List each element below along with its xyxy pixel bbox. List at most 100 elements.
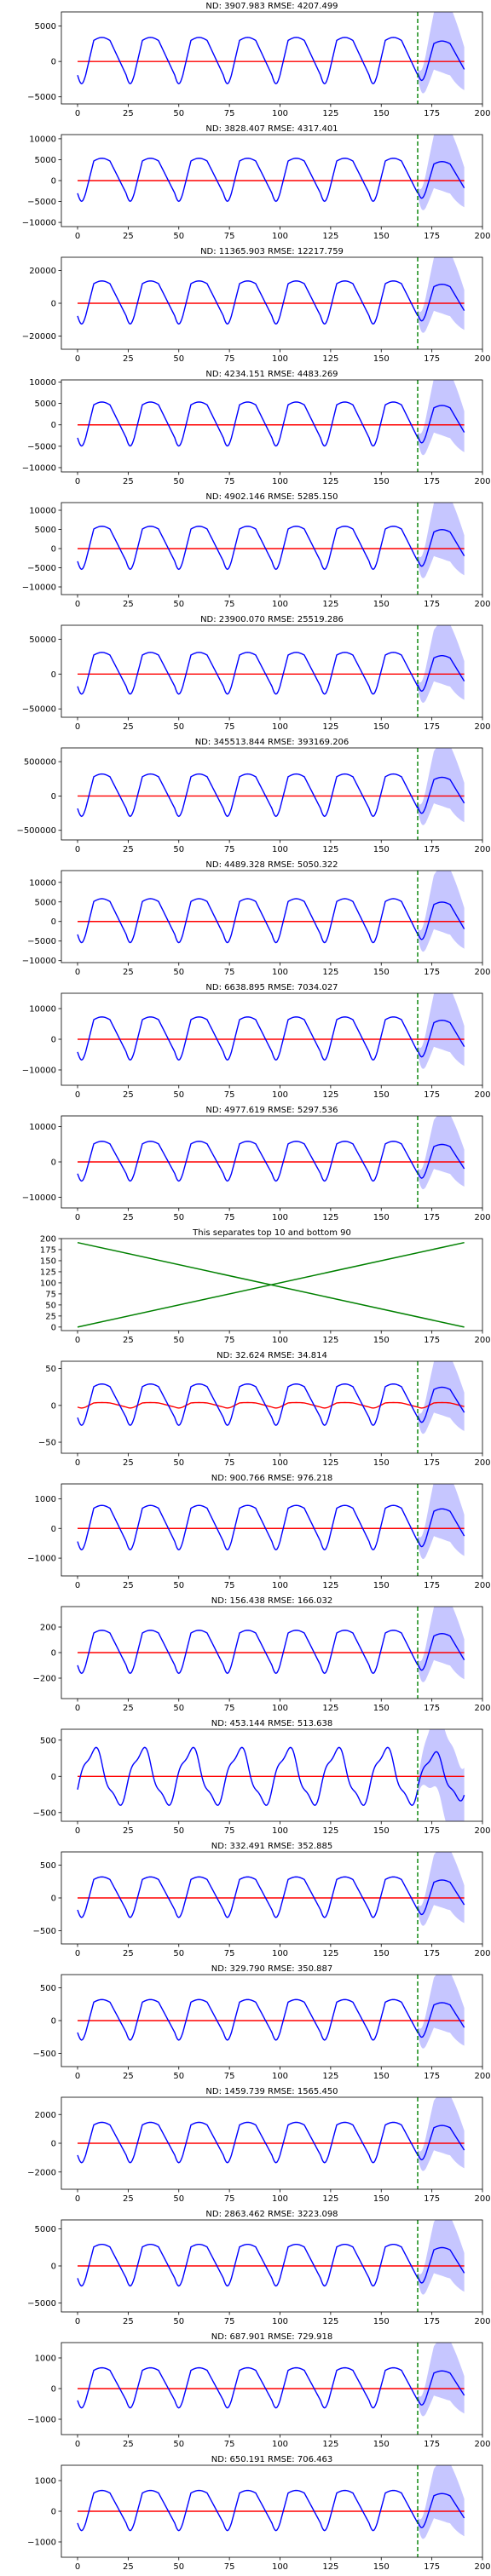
chart-panel-7: ND: 345513.844 RMSE: 393169.206 0 25 50 75 10… bbox=[16, 738, 490, 854]
x-tick-label: 100 bbox=[272, 2440, 288, 2449]
x-tick-label: 150 bbox=[373, 845, 390, 854]
x-tick-label: 150 bbox=[373, 968, 390, 977]
x-tick-label: 75 bbox=[224, 722, 235, 732]
x-tick-label: 0 bbox=[75, 1458, 80, 1468]
chart-title: This separates top 10 and bottom 90 bbox=[192, 1228, 351, 1238]
panel-stack: ND: 3907.983 RMSE: 4207.499 0 25 50 75 100 125… bbox=[16, 2, 490, 2572]
prediction-interval bbox=[418, 1852, 465, 1926]
x-tick-label: 75 bbox=[224, 2072, 235, 2081]
axes-frame bbox=[61, 379, 483, 473]
x-tick-label: 175 bbox=[424, 1581, 440, 1590]
x-tick-label: 175 bbox=[424, 600, 440, 609]
x-tick-label: 200 bbox=[474, 968, 490, 977]
x-tick-label: 50 bbox=[173, 2562, 184, 2572]
y-tick-label: −1000 bbox=[27, 2416, 56, 2425]
plot-area bbox=[77, 1729, 465, 1821]
forecast-line bbox=[417, 161, 465, 199]
x-tick-label: 175 bbox=[424, 722, 440, 732]
x-tick-label: 150 bbox=[373, 2440, 390, 2449]
x-tick-label: 75 bbox=[224, 109, 235, 118]
x-tick-label: 125 bbox=[322, 477, 338, 486]
x-tick-label: 200 bbox=[474, 2562, 490, 2572]
x-tick-label: 50 bbox=[173, 1336, 184, 1345]
x-tick-label: 200 bbox=[474, 2317, 490, 2326]
x-tick-label: 175 bbox=[424, 1336, 440, 1345]
x-tick-label: 200 bbox=[474, 1090, 490, 1100]
x-tick-label: 125 bbox=[322, 1949, 338, 1958]
plot-area bbox=[77, 1361, 465, 1453]
y-tick-label: 500 bbox=[40, 1861, 56, 1871]
y-tick-label: 200 bbox=[40, 1235, 56, 1245]
chart-panel-16: ND: 332.491 RMSE: 352.885 0 25 50 75 100 125 15… bbox=[33, 1842, 491, 1958]
x-tick-label: 200 bbox=[474, 2194, 490, 2204]
x-tick-label: 50 bbox=[173, 2194, 184, 2204]
history-line bbox=[77, 158, 419, 203]
prediction-interval bbox=[418, 2343, 465, 2417]
x-tick-label: 125 bbox=[322, 2072, 338, 2081]
x-tick-label: 100 bbox=[272, 477, 288, 486]
x-tick-label: 100 bbox=[272, 845, 288, 854]
x-tick-label: 100 bbox=[272, 1704, 288, 1713]
plot-area bbox=[77, 257, 465, 349]
x-tick-label: 150 bbox=[373, 109, 390, 118]
chart-panel-21: ND: 650.191 RMSE: 706.463 0 25 50 75 100 125 15… bbox=[27, 2455, 490, 2572]
y-tick-label: 200 bbox=[40, 1624, 56, 1633]
y-tick-label: 75 bbox=[45, 1290, 56, 1299]
chart-panel-9: ND: 6638.895 RMSE: 7034.027 0 25 50 75 100 125… bbox=[22, 983, 491, 1100]
x-tick-label: 0 bbox=[75, 1336, 80, 1345]
x-tick-label: 75 bbox=[224, 1090, 235, 1100]
x-tick-label: 50 bbox=[173, 968, 184, 977]
prediction-interval bbox=[418, 625, 465, 703]
forecast-line bbox=[417, 1508, 465, 1548]
y-tick-label: 0 bbox=[51, 670, 56, 680]
forecast-line bbox=[417, 405, 465, 444]
x-tick-label: 200 bbox=[474, 1336, 490, 1345]
x-tick-label: 125 bbox=[322, 600, 338, 609]
x-tick-label: 150 bbox=[373, 1213, 390, 1222]
x-tick-label: 175 bbox=[424, 2440, 440, 2449]
x-tick-label: 75 bbox=[224, 968, 235, 977]
x-tick-label: 0 bbox=[75, 1826, 80, 1836]
x-tick-label: 25 bbox=[123, 2317, 134, 2326]
x-tick-label: 150 bbox=[373, 1336, 390, 1345]
x-tick-label: 175 bbox=[424, 2317, 440, 2326]
x-tick-label: 150 bbox=[373, 1458, 390, 1468]
x-tick-label: 0 bbox=[75, 2072, 80, 2081]
forecast-line bbox=[417, 2493, 465, 2529]
x-tick-label: 25 bbox=[123, 600, 134, 609]
x-tick-label: 150 bbox=[373, 1826, 390, 1836]
plot-area bbox=[77, 2343, 465, 2435]
y-tick-label: 0 bbox=[51, 421, 56, 430]
y-tick-label: 0 bbox=[51, 177, 56, 187]
axes-frame bbox=[61, 1360, 483, 1454]
y-tick-label: 0 bbox=[51, 58, 56, 67]
x-tick-label: 25 bbox=[123, 2194, 134, 2204]
x-tick-label: 100 bbox=[272, 2317, 288, 2326]
x-tick-label: 100 bbox=[272, 1581, 288, 1590]
y-tick-label: 150 bbox=[40, 1256, 56, 1266]
x-tick-label: 0 bbox=[75, 600, 80, 609]
x-tick-label: 150 bbox=[373, 722, 390, 732]
x-tick-label: 0 bbox=[75, 109, 80, 118]
chart-title: ND: 4977.619 RMSE: 5297.536 bbox=[205, 1106, 338, 1115]
y-tick-label: −5000 bbox=[27, 2299, 56, 2309]
x-tick-label: 25 bbox=[123, 1090, 134, 1100]
chart-panel-1: ND: 3907.983 RMSE: 4207.499 0 25 50 75 100 125… bbox=[27, 2, 490, 118]
x-tick-label: 75 bbox=[224, 354, 235, 364]
chart-title: ND: 453.144 RMSE: 513.638 bbox=[211, 1719, 332, 1728]
axes-frame bbox=[61, 1483, 483, 1577]
chart-title: ND: 1459.739 RMSE: 1565.450 bbox=[205, 2087, 338, 2096]
chart-title: ND: 32.624 RMSE: 34.814 bbox=[217, 1351, 327, 1360]
plot-area bbox=[77, 1607, 465, 1699]
prediction-line bbox=[77, 1401, 465, 1409]
y-tick-label: 50 bbox=[45, 1301, 56, 1310]
forecast-line bbox=[417, 1633, 465, 1671]
x-tick-label: 175 bbox=[424, 109, 440, 118]
x-tick-label: 25 bbox=[123, 1704, 134, 1713]
x-tick-label: 125 bbox=[322, 845, 338, 854]
x-tick-label: 150 bbox=[373, 1949, 390, 1958]
chart-panel-19: ND: 2863.462 RMSE: 3223.098 0 25 50 75 100 125… bbox=[27, 2210, 490, 2326]
x-tick-label: 175 bbox=[424, 1213, 440, 1222]
x-tick-label: 0 bbox=[75, 2562, 80, 2572]
axes-frame bbox=[61, 11, 483, 105]
